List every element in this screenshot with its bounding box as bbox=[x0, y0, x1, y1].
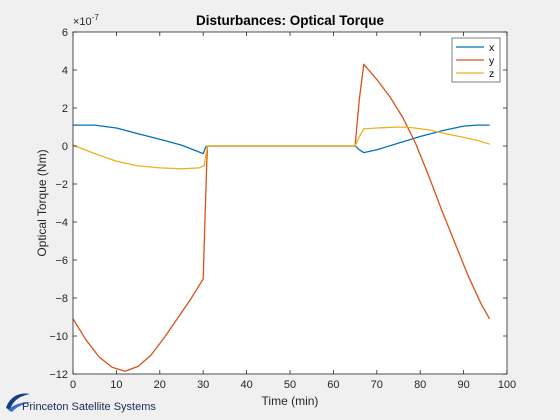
y-exponent-label: ×10-7 bbox=[73, 13, 99, 28]
series-line-z bbox=[72, 126, 490, 170]
x-tick-label: 100 bbox=[498, 379, 516, 391]
x-tick-label: 60 bbox=[327, 379, 339, 391]
x-tick-label: 20 bbox=[154, 379, 166, 391]
x-tick-label: 40 bbox=[240, 379, 252, 391]
legend-label-z: z bbox=[489, 68, 494, 80]
y-tick-label: 4 bbox=[62, 65, 68, 77]
legend-label-x: x bbox=[489, 42, 495, 54]
x-tick-label: 10 bbox=[110, 379, 122, 391]
y-tick-label: −2 bbox=[55, 179, 68, 191]
plot-area bbox=[73, 32, 507, 374]
x-tick-label: 90 bbox=[457, 379, 469, 391]
y-tick-label: −8 bbox=[55, 293, 68, 305]
y-axis-label: Optical Torque (Nm) bbox=[35, 149, 49, 256]
plot-lines bbox=[72, 63, 491, 372]
y-tick-label: 0 bbox=[62, 141, 68, 153]
y-tick-label: −12 bbox=[49, 369, 68, 381]
y-tick-label: −10 bbox=[49, 331, 68, 343]
axis-ticks: 0 10 20 30 40 50 60 70 80 90 100 −12 −10 −8 −6 −4 −2 0 2 4 6 bbox=[49, 27, 516, 391]
y-tick-label: −4 bbox=[55, 217, 68, 229]
branding: Princeton Satellite Systems bbox=[4, 388, 204, 418]
x-tick-label: 0 bbox=[70, 379, 76, 391]
y-tick-label: 2 bbox=[62, 103, 68, 115]
x-tick-label: 70 bbox=[371, 379, 383, 391]
y-tick-label: 6 bbox=[62, 27, 68, 39]
brand-name: Princeton Satellite Systems bbox=[22, 401, 156, 413]
x-tick-label: 50 bbox=[284, 379, 296, 391]
y-exponent-power: -7 bbox=[92, 13, 100, 22]
x-tick-label: 30 bbox=[197, 379, 209, 391]
y-tick-label: −6 bbox=[55, 255, 68, 267]
y-exponent-base: ×10 bbox=[73, 16, 92, 28]
x-axis-label: Time (min) bbox=[262, 394, 319, 408]
x-tick-label: 80 bbox=[414, 379, 426, 391]
legend-label-y: y bbox=[489, 55, 495, 67]
legend: xyz bbox=[451, 37, 501, 83]
chart-title: Disturbances: Optical Torque bbox=[196, 13, 385, 28]
swoosh-logo-icon bbox=[6, 393, 32, 412]
